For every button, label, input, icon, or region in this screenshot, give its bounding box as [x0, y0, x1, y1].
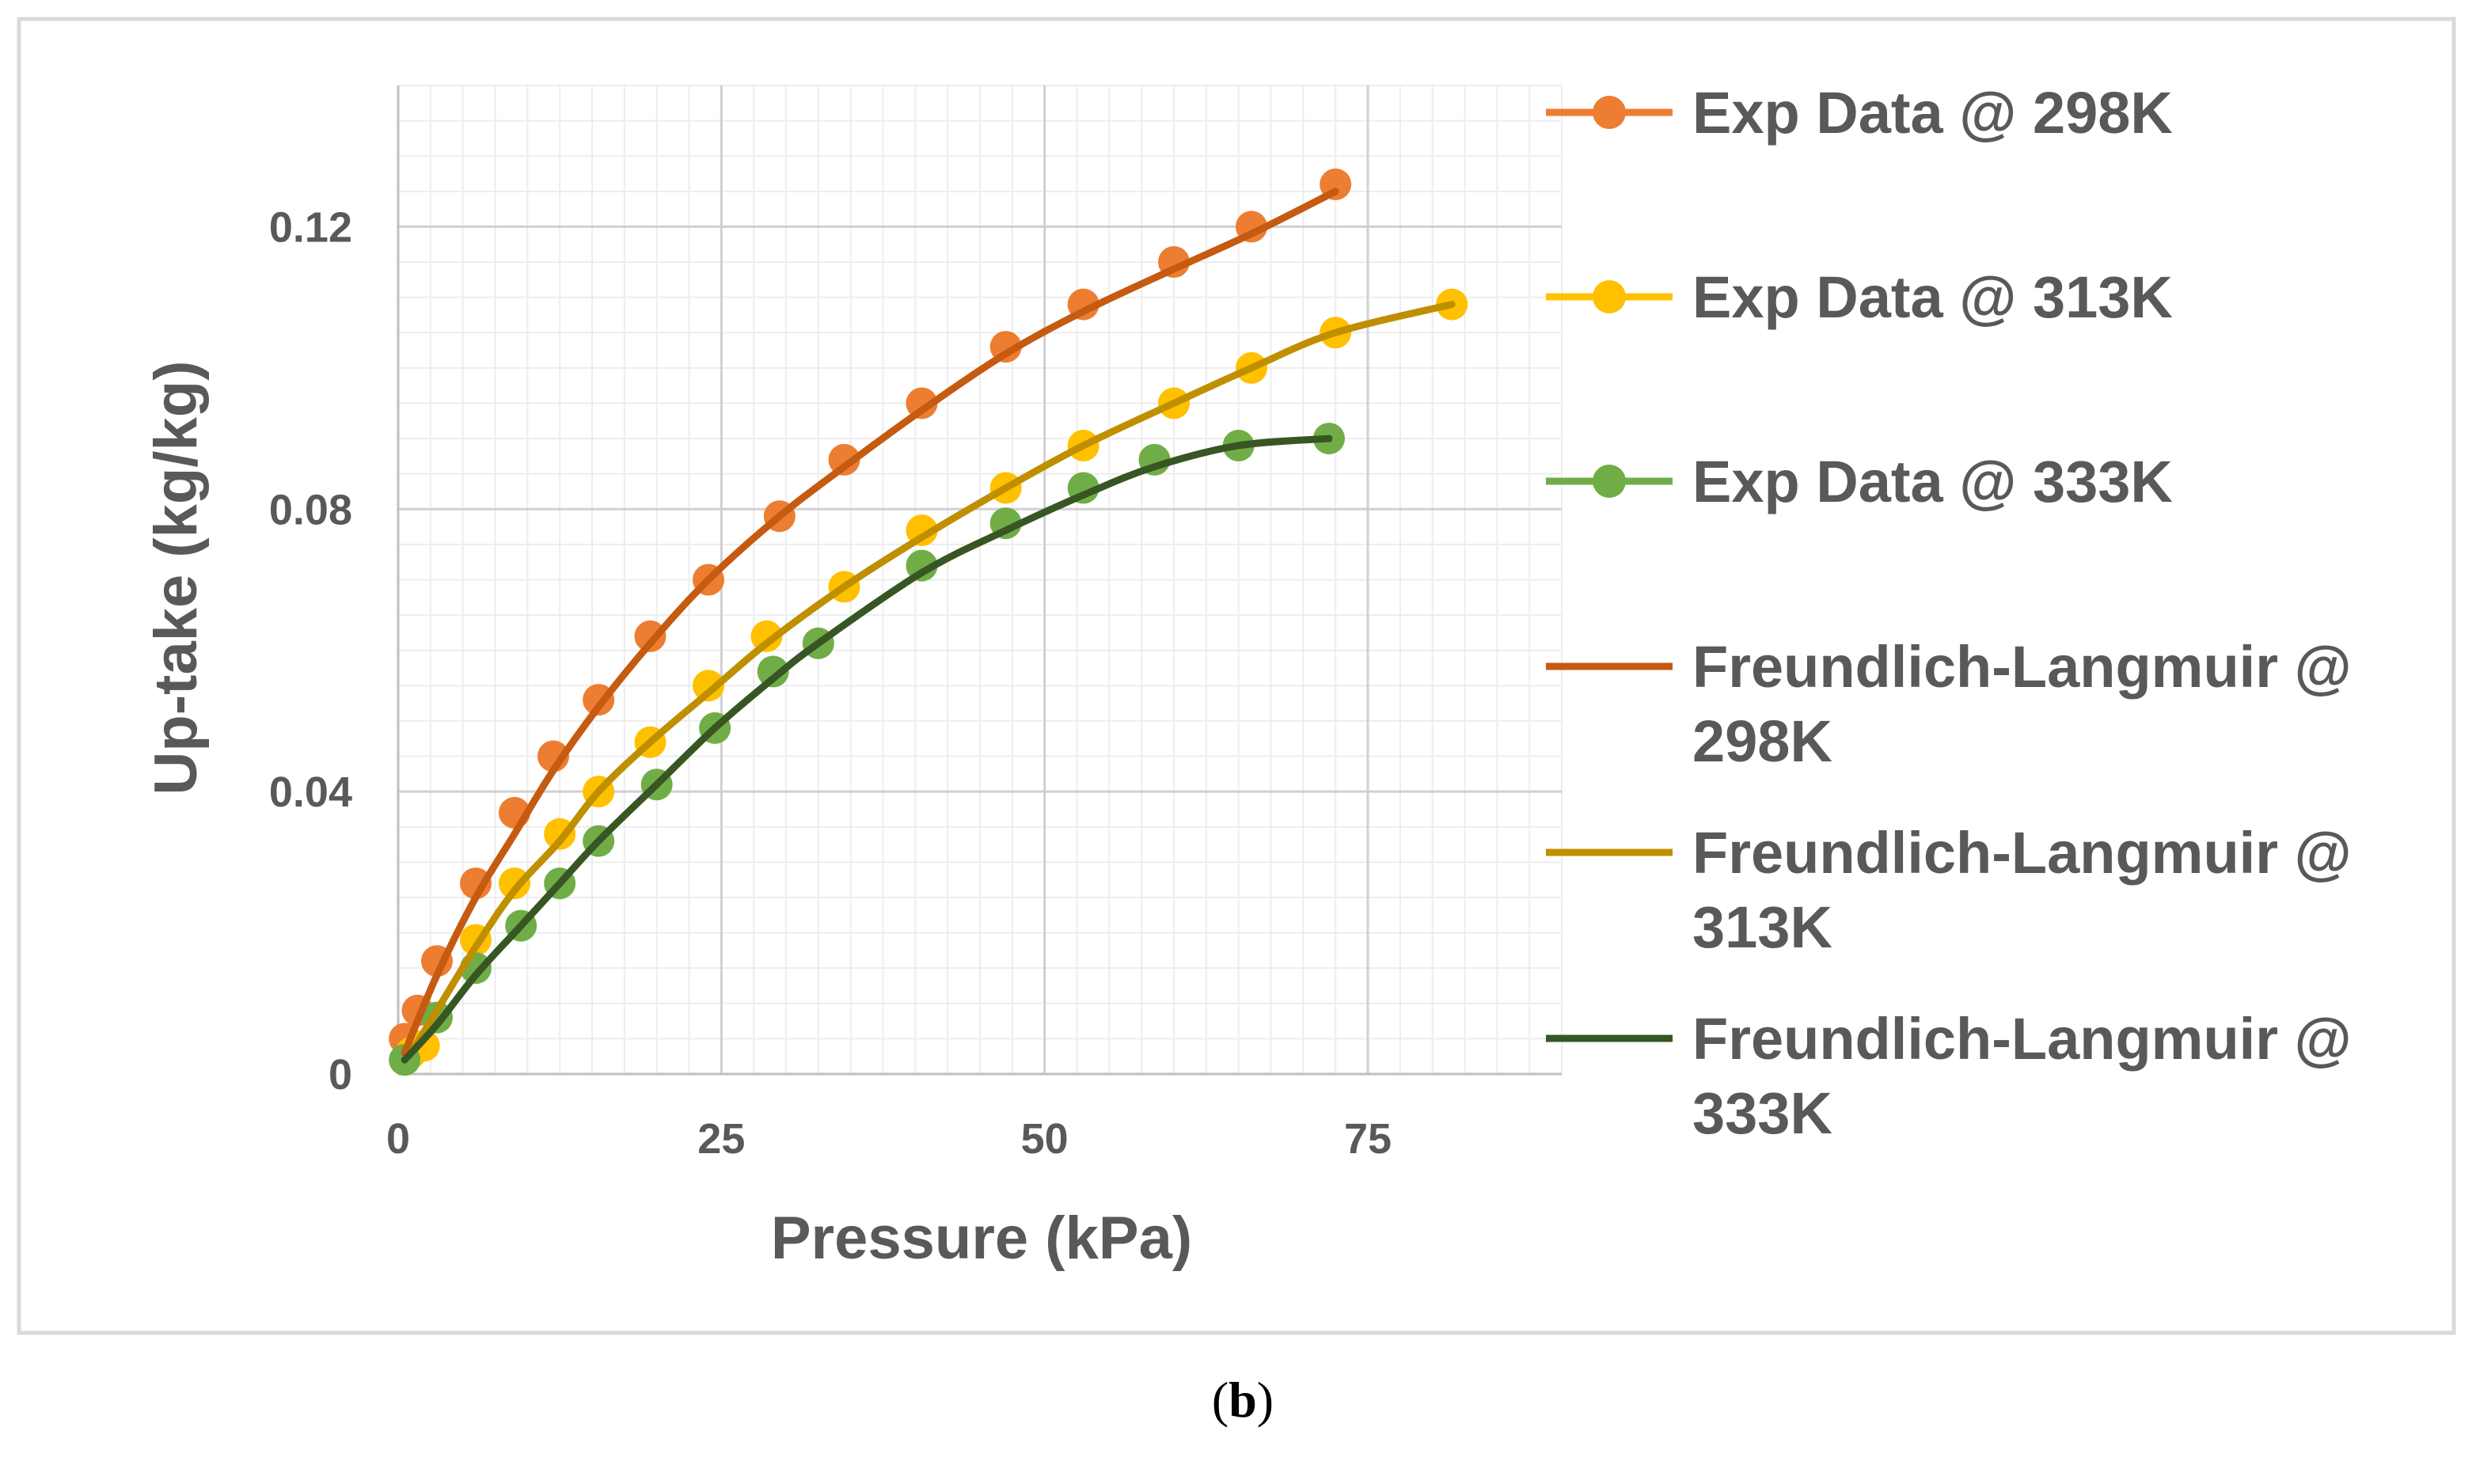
- x-tick-label: 25: [697, 1115, 745, 1163]
- gridlines: [397, 85, 1563, 1076]
- data-point: [460, 867, 492, 900]
- x-axis-title: Pressure (kPa): [771, 1205, 1192, 1272]
- legend-label: Freundlich-Langmuir @: [1692, 1006, 2352, 1072]
- legend-label: Freundlich-Langmuir @: [1692, 820, 2352, 886]
- legend: Exp Data @ 298K Exp Data @ 313K Exp Data @…: [1546, 80, 2352, 1146]
- data-point: [828, 443, 860, 476]
- y-tick-label: 0: [328, 1051, 352, 1099]
- data-point: [906, 387, 938, 419]
- data-point: [499, 867, 530, 900]
- caption-letter: b: [1229, 1372, 1257, 1428]
- fit-line: [401, 188, 1339, 1057]
- y-axis-title: Up-take (kg/kg): [142, 361, 210, 795]
- legend-label: 333K: [1692, 1080, 1832, 1146]
- legend-label: Exp Data @ 313K: [1692, 264, 2173, 330]
- legend-swatch-marker: [1593, 96, 1626, 129]
- legend-swatch-marker: [1593, 465, 1626, 498]
- y-tick-label: 0.12: [269, 203, 352, 251]
- legend-label: 313K: [1692, 894, 1832, 960]
- data-point: [750, 620, 783, 652]
- data-point: [693, 670, 724, 702]
- legend-label: Exp Data @ 333K: [1692, 449, 2173, 514]
- x-tick-label: 50: [1021, 1115, 1069, 1163]
- data-point: [634, 620, 666, 652]
- axes: 0 25 50 75 0 0.04 0.08 0.12: [269, 85, 1562, 1163]
- fit-line: [401, 435, 1333, 1064]
- legend-label: Freundlich-Langmuir @: [1692, 634, 2352, 700]
- data-point: [757, 655, 789, 688]
- legend-swatch-marker: [1593, 280, 1626, 313]
- legend-label: 298K: [1692, 708, 1832, 774]
- y-tick-label: 0.08: [269, 486, 352, 533]
- x-tick-label: 0: [386, 1115, 410, 1163]
- y-tick-label: 0.04: [269, 769, 352, 816]
- plot-area: [389, 168, 1468, 1076]
- x-tick-label: 75: [1344, 1115, 1392, 1163]
- legend-label: Exp Data @ 298K: [1692, 80, 2173, 146]
- fit-line: [407, 301, 1456, 1057]
- figure-caption: (b): [1212, 1372, 1274, 1428]
